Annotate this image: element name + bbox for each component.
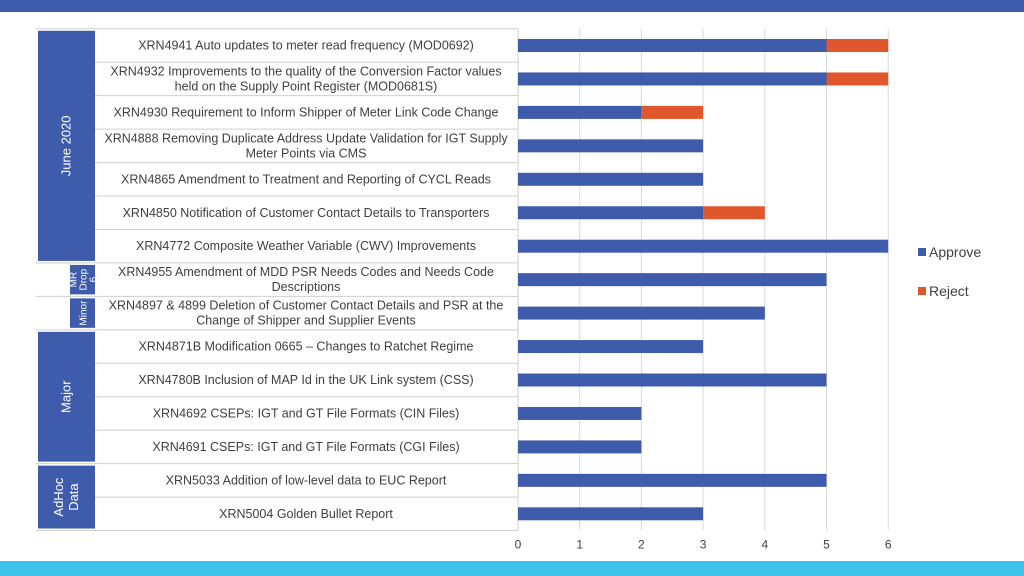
group-label-0: June 2020 <box>59 115 74 176</box>
bar-approve-6 <box>518 239 889 253</box>
group-labels: June 2020 MRDrop6 Minor Major AdHocData <box>38 30 100 529</box>
category-label-11: XRN4692 CSEPs: IGT and GT File Formats (… <box>153 406 460 420</box>
category-label-line: XRN4850 Notification of Customer Contact… <box>123 206 490 220</box>
bar-reject-1 <box>826 72 889 86</box>
x-tick-label-4: 4 <box>761 538 768 552</box>
category-label-5: XRN4850 Notification of Customer Contact… <box>123 206 490 220</box>
x-tick-label-3: 3 <box>700 538 707 552</box>
category-label-line: XRN4772 Composite Weather Variable (CWV)… <box>136 239 476 253</box>
category-label-3: XRN4888 Removing Duplicate Address Updat… <box>104 131 508 160</box>
category-label-line: Meter Points via CMS <box>246 146 367 160</box>
group-label-line: Minor <box>79 300 90 326</box>
group-box-1 <box>70 264 95 295</box>
category-label-8: XRN4897 & 4899 Deletion of Customer Cont… <box>109 299 504 328</box>
category-label-0: XRN4941 Auto updates to meter read frequ… <box>138 39 474 53</box>
bar-approve-13 <box>518 473 827 487</box>
group-label-line: AdHoc <box>51 477 66 517</box>
group-box-2 <box>70 298 95 328</box>
group-label-4: AdHocData <box>51 477 81 517</box>
group-label-line: Data <box>66 483 81 511</box>
group-label-line: Major <box>59 380 74 413</box>
category-label-line: Change of Shipper and Supplier Events <box>196 314 416 328</box>
bar-approve-4 <box>518 172 704 186</box>
bar-reject-2 <box>641 105 704 119</box>
legend-label-approve: Approve <box>929 244 981 260</box>
legend-swatch-approve <box>918 248 926 256</box>
bar-approve-12 <box>518 440 642 454</box>
category-label-line: held on the Supply Point Register (MOD06… <box>175 79 438 93</box>
category-label-line: XRN4865 Amendment to Treatment and Repor… <box>121 172 491 186</box>
bar-approve-9 <box>518 340 704 354</box>
group-label-2: Minor <box>79 300 90 326</box>
bar-approve-2 <box>518 105 642 119</box>
category-label-line: XRN5033 Addition of low-level data to EU… <box>166 473 447 487</box>
bar-approve-11 <box>518 406 642 420</box>
bar-approve-14 <box>518 507 704 521</box>
category-label-6: XRN4772 Composite Weather Variable (CWV)… <box>136 239 476 253</box>
legend: Approve Reject <box>918 244 981 299</box>
category-label-line: XRN4888 Removing Duplicate Address Updat… <box>104 131 508 145</box>
x-tick-label-1: 1 <box>576 538 583 552</box>
group-label-line: Drop <box>79 268 90 290</box>
category-label-7: XRN4955 Amendment of MDD PSR Needs Codes… <box>118 265 494 294</box>
bar-approve-0 <box>518 39 827 52</box>
category-label-line: XRN4691 CSEPs: IGT and GT File Formats (… <box>152 440 459 454</box>
category-label-9: XRN4871B Modification 0665 – Changes to … <box>139 340 474 354</box>
category-label-line: XRN4871B Modification 0665 – Changes to … <box>139 340 474 354</box>
category-label-line: XRN4932 Improvements to the quality of t… <box>110 64 501 78</box>
x-axis-ticks: 0 1 2 3 4 5 6 <box>515 538 892 552</box>
group-label-line: June 2020 <box>59 115 74 176</box>
category-label-line: XRN4780B Inclusion of MAP Id in the UK L… <box>138 373 473 387</box>
category-label-line: XRN5004 Golden Bullet Report <box>219 507 393 521</box>
category-label-13: XRN5033 Addition of low-level data to EU… <box>166 473 447 487</box>
legend-label-reject: Reject <box>929 283 969 299</box>
group-label-line: 6 <box>89 276 100 282</box>
group-box-0 <box>38 30 95 261</box>
group-box-3 <box>38 331 95 462</box>
x-tick-label-5: 5 <box>823 538 830 552</box>
top-accent-bar <box>0 0 1024 12</box>
x-tick-label-6: 6 <box>885 538 892 552</box>
category-labels: XRN4941 Auto updates to meter read frequ… <box>104 39 508 521</box>
category-label-2: XRN4930 Requirement to Inform Shipper of… <box>114 105 499 119</box>
category-label-14: XRN5004 Golden Bullet Report <box>219 507 393 521</box>
category-label-line: XRN4930 Requirement to Inform Shipper of… <box>114 105 499 119</box>
category-label-12: XRN4691 CSEPs: IGT and GT File Formats (… <box>152 440 459 454</box>
category-label-10: XRN4780B Inclusion of MAP Id in the UK L… <box>138 373 473 387</box>
x-tick-label-0: 0 <box>515 538 522 552</box>
group-label-3: Major <box>59 380 74 413</box>
category-label-1: XRN4932 Improvements to the quality of t… <box>110 64 501 93</box>
category-label-line: Descriptions <box>272 280 341 294</box>
bar-approve-10 <box>518 373 827 387</box>
group-box-4 <box>38 465 95 529</box>
category-label-4: XRN4865 Amendment to Treatment and Repor… <box>121 172 491 186</box>
category-label-line: XRN4941 Auto updates to meter read frequ… <box>138 39 474 53</box>
bar-reject-0 <box>826 39 889 52</box>
category-label-line: XRN4897 & 4899 Deletion of Customer Cont… <box>109 299 504 313</box>
group-label-line: MR <box>69 272 80 288</box>
bar-approve-3 <box>518 139 704 153</box>
group-label-1: MRDrop6 <box>69 268 100 290</box>
bar-approve-8 <box>518 306 765 320</box>
x-tick-label-2: 2 <box>638 538 645 552</box>
bar-reject-5 <box>703 206 765 220</box>
legend-swatch-reject <box>918 287 926 295</box>
bottom-accent-bar <box>0 561 1024 576</box>
bar-approve-5 <box>518 206 704 220</box>
bars <box>518 39 889 521</box>
category-label-line: XRN4955 Amendment of MDD PSR Needs Codes… <box>118 265 494 279</box>
category-label-line: XRN4692 CSEPs: IGT and GT File Formats (… <box>153 406 460 420</box>
bar-approve-1 <box>518 72 827 86</box>
bar-approve-7 <box>518 273 827 287</box>
